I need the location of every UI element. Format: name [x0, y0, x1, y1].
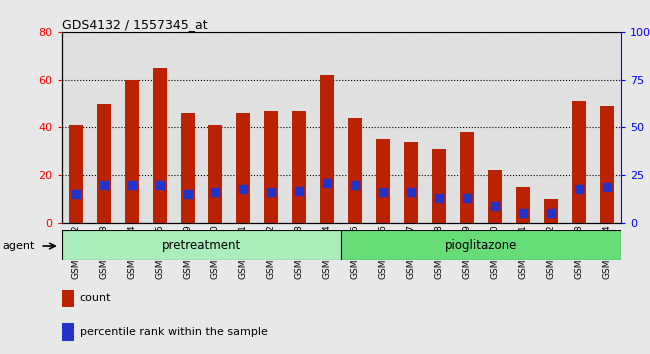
Point	[602, 184, 612, 189]
Bar	[425, 32, 453, 223]
Bar	[146, 32, 174, 223]
Bar	[341, 230, 621, 260]
Point	[574, 186, 584, 192]
Bar	[509, 32, 537, 223]
Point	[266, 190, 277, 195]
Bar	[320, 75, 334, 223]
Bar	[181, 113, 194, 223]
Point	[182, 192, 193, 197]
Bar	[209, 125, 222, 223]
Point	[238, 186, 248, 192]
Bar	[460, 132, 474, 223]
Bar	[481, 32, 509, 223]
Bar	[202, 32, 229, 223]
Bar	[97, 104, 110, 223]
Bar	[593, 32, 621, 223]
Point	[211, 190, 221, 195]
Bar	[265, 111, 278, 223]
Bar	[369, 32, 397, 223]
Bar	[341, 32, 369, 223]
Bar	[453, 32, 481, 223]
Bar	[488, 171, 502, 223]
Bar	[572, 101, 586, 223]
Bar	[397, 32, 425, 223]
Point	[294, 188, 305, 193]
Point	[350, 182, 360, 188]
Bar	[257, 32, 285, 223]
Point	[546, 211, 556, 216]
Point	[70, 192, 81, 197]
Bar	[404, 142, 418, 223]
Bar	[69, 125, 83, 223]
Bar	[237, 113, 250, 223]
Text: pretreatment: pretreatment	[162, 239, 241, 252]
Point	[322, 180, 332, 186]
Point	[126, 182, 137, 188]
Bar	[153, 68, 166, 223]
Bar	[432, 149, 446, 223]
Point	[490, 203, 501, 209]
Point	[434, 195, 445, 201]
Point	[155, 182, 165, 188]
Bar	[62, 32, 90, 223]
Bar	[174, 32, 202, 223]
Bar	[537, 32, 565, 223]
Bar	[516, 187, 530, 223]
Bar	[348, 118, 362, 223]
Bar	[125, 80, 138, 223]
Bar	[313, 32, 341, 223]
Text: GDS4132 / 1557345_at: GDS4132 / 1557345_at	[62, 18, 207, 31]
Point	[406, 190, 416, 195]
Text: agent: agent	[2, 241, 34, 251]
Bar	[376, 139, 390, 223]
Bar	[600, 106, 614, 223]
Point	[99, 182, 109, 188]
Point	[462, 195, 473, 201]
Bar	[62, 290, 74, 307]
Bar	[292, 111, 306, 223]
Bar	[229, 32, 257, 223]
Point	[518, 211, 528, 216]
Bar	[285, 32, 313, 223]
Bar	[118, 32, 146, 223]
Bar	[544, 199, 558, 223]
Bar	[62, 230, 341, 260]
Bar	[565, 32, 593, 223]
Bar	[90, 32, 118, 223]
Bar	[62, 323, 74, 341]
Text: count: count	[80, 293, 111, 303]
Point	[378, 190, 389, 195]
Text: pioglitazone: pioglitazone	[445, 239, 517, 252]
Text: percentile rank within the sample: percentile rank within the sample	[80, 327, 268, 337]
